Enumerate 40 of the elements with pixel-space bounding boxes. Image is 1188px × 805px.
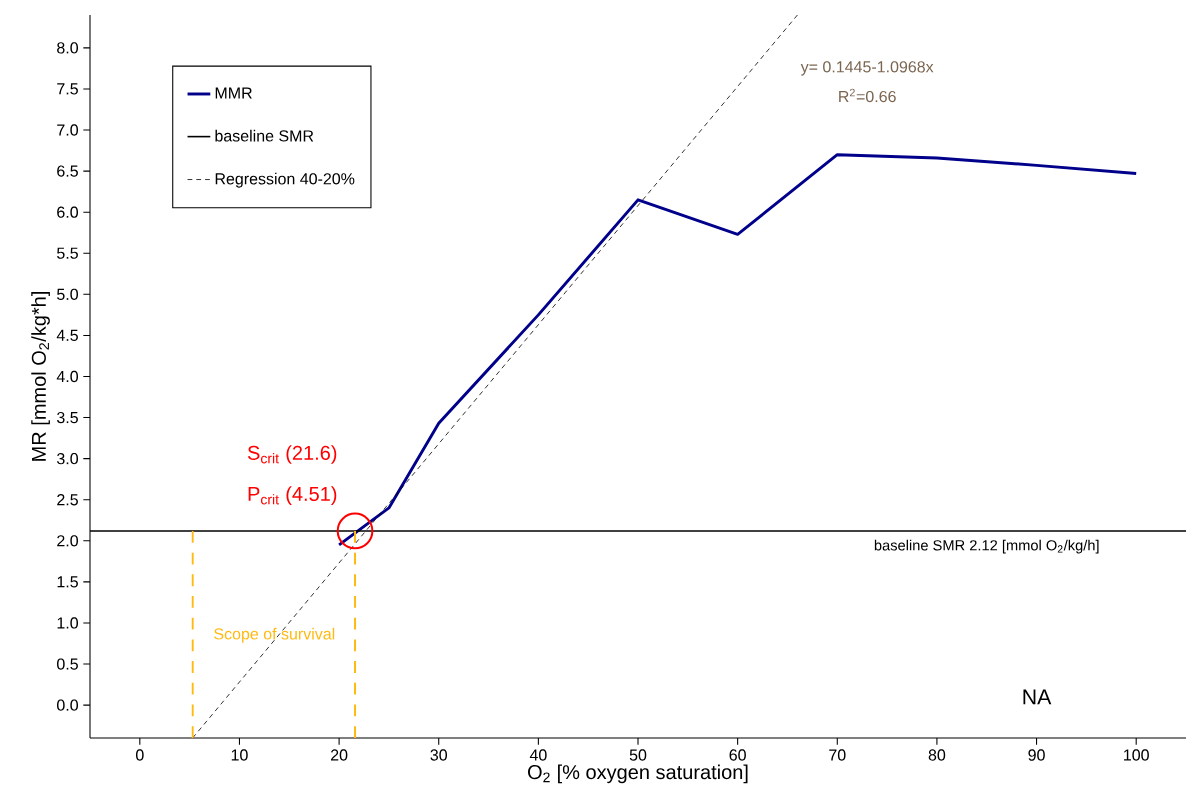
y-tick-label: 5.5	[57, 247, 78, 259]
x-tick-label: 60	[729, 749, 746, 761]
y-tick-label: 6.0	[57, 206, 79, 218]
y-tick-label: 0.0	[57, 699, 79, 711]
y-tick-label: 5.0	[57, 288, 79, 300]
legend-label: MMR	[215, 87, 252, 99]
y-tick-label: 7.0	[57, 124, 79, 136]
legend-label: Regression 40-20%	[215, 172, 355, 188]
y-tick-label: 4.0	[56, 370, 79, 383]
y-tick-label: 2.5	[57, 494, 78, 506]
annotation: y= 0.1445-1.0968x	[800, 61, 934, 76]
x-tick-label: 0	[136, 749, 144, 761]
annotation: R$^{2}$=0.66	[839, 88, 896, 103]
x-axis-title: O$_{2}$ [% oxygen saturation]	[528, 764, 748, 784]
y-tick-label: 2.0	[57, 535, 79, 547]
y-tick-label: 1.5	[57, 576, 78, 588]
annotation: Scope of survival	[214, 627, 335, 643]
x-tick-label: 20	[330, 749, 348, 761]
x-tick-label: 40	[529, 749, 547, 761]
annotation: P$_{crit}$ (4.51)	[248, 486, 337, 505]
y-tick-label: 8.0	[57, 42, 79, 54]
x-tick-label: 30	[430, 749, 448, 761]
annotation: S$_{crit}$ (21.6)	[247, 445, 337, 464]
legend-label: baseline SMR	[215, 129, 314, 142]
y-axis-title: MR [mmol O$_{2}$/kg*h]	[31, 292, 50, 461]
annotation: baseline SMR 2.12 [mmol O$_{2}$/kg/h]	[874, 539, 1099, 554]
x-tick-label: 10	[231, 749, 248, 761]
y-tick-label: 4.5	[56, 329, 78, 341]
y-tick-label: 3.0	[56, 452, 79, 465]
y-tick-label: 6.5	[57, 165, 78, 177]
y-tick-label: 7.5	[57, 83, 78, 95]
y-tick-label: 0.5	[57, 658, 78, 670]
x-tick-label: 50	[629, 749, 647, 761]
y-tick-label: 1.0	[57, 617, 79, 629]
x-tick-label: 80	[928, 749, 946, 761]
x-tick-label: 70	[829, 749, 846, 761]
x-tick-label: 100	[1124, 749, 1149, 761]
x-tick-label: 90	[1028, 749, 1045, 761]
annotation: NA	[1023, 689, 1052, 705]
y-tick-label: 3.5	[56, 411, 78, 424]
